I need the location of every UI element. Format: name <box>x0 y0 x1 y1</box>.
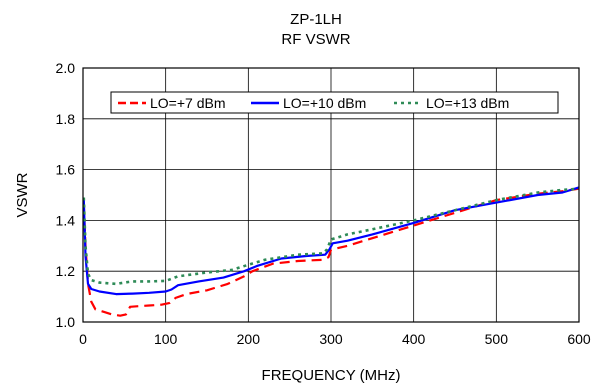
plot-frame <box>82 67 580 323</box>
x-tick-label: 200 <box>237 331 261 347</box>
x-tick-labels: 0 100 200 300 400 500 600 <box>79 331 591 347</box>
x-tick-label: 300 <box>319 331 343 347</box>
y-tick-labels: 1.0 1.2 1.4 1.6 1.8 2.0 <box>56 60 76 330</box>
x-tick-label: 0 <box>79 331 87 347</box>
x-tick-label: 500 <box>485 331 509 347</box>
y-tick-label: 1.8 <box>56 111 76 127</box>
legend-label-3: LO=+13 dBm <box>426 95 509 111</box>
chart-title: ZP-1LH <box>290 11 342 28</box>
series-line-1 <box>82 187 580 317</box>
x-tick-label: 100 <box>154 331 178 347</box>
legend: LO=+7 dBm LO=+10 dBm LO=+13 dBm <box>110 91 559 114</box>
chart-subtitle: RF VSWR <box>281 31 350 48</box>
y-tick-label: 1.4 <box>56 212 76 228</box>
legend-label-2: LO=+10 dBm <box>283 95 366 111</box>
y-axis-label: VSWR <box>14 172 31 217</box>
series-line-2 <box>82 186 580 296</box>
y-tick-label: 1.0 <box>56 314 76 330</box>
legend-label-1: LO=+7 dBm <box>150 95 226 111</box>
y-tick-label: 2.0 <box>56 60 76 76</box>
x-tick-label: 400 <box>402 331 426 347</box>
y-tick-label: 1.2 <box>56 263 76 279</box>
y-tick-label: 1.6 <box>56 162 76 178</box>
series-layer <box>82 186 580 317</box>
legend-box <box>110 91 559 114</box>
series-line-3 <box>82 187 580 286</box>
x-tick-label: 600 <box>567 331 591 347</box>
x-axis-label: FREQUENCY (MHz) <box>262 367 401 384</box>
